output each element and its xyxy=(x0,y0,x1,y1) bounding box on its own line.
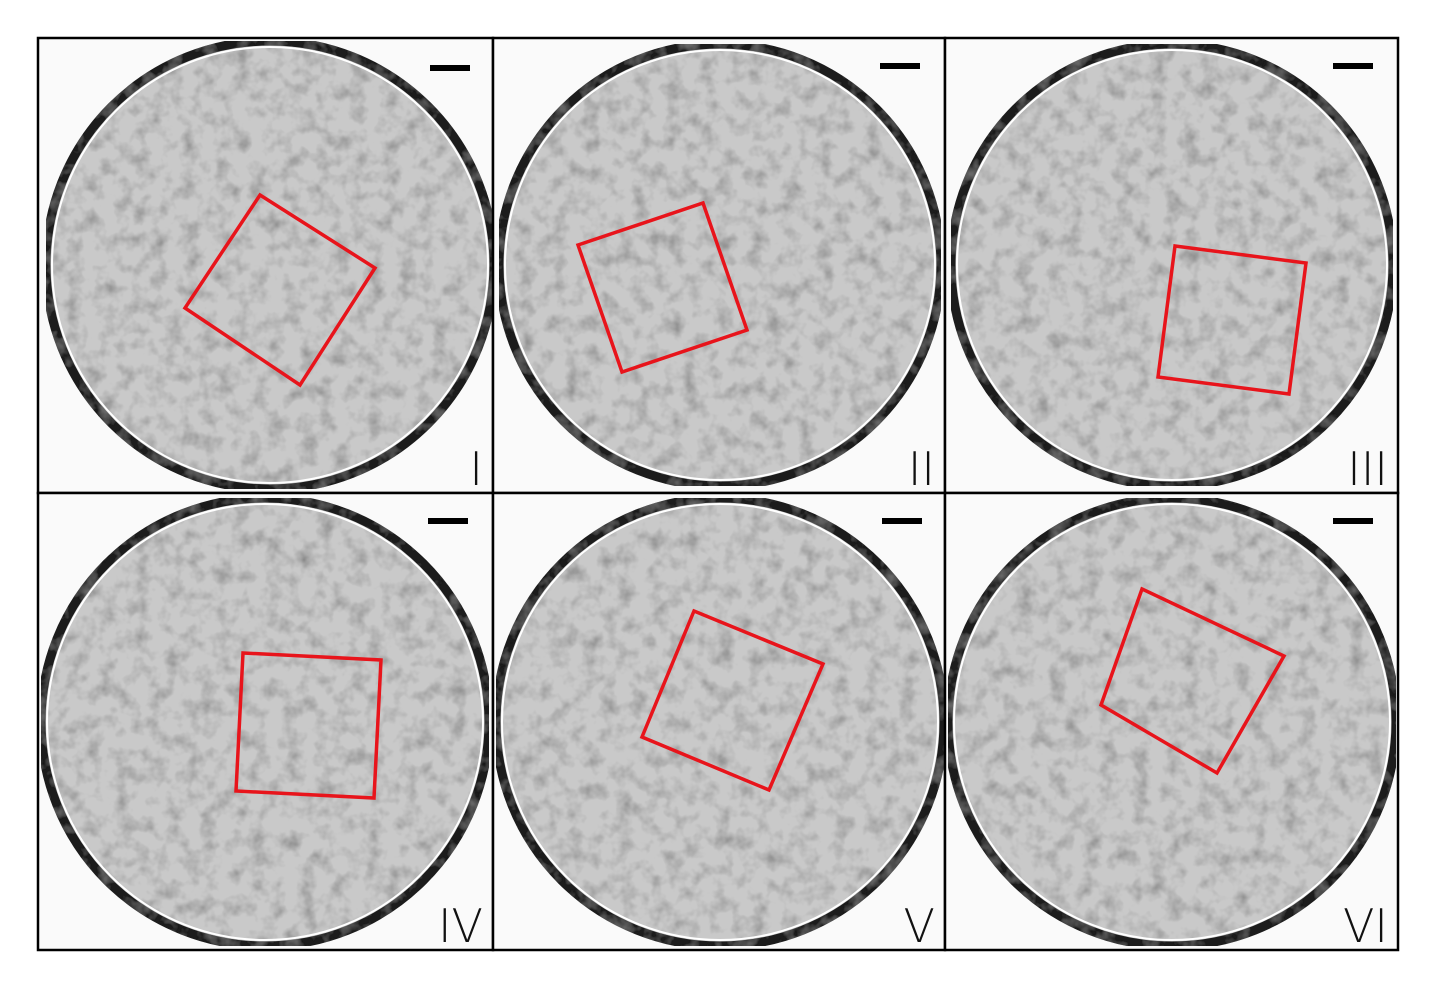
panel: II xyxy=(493,38,945,496)
sample-disc xyxy=(496,498,944,946)
panel: V xyxy=(493,493,945,953)
panel-label: III xyxy=(1347,442,1388,496)
figure: IIIIIIIVVVI xyxy=(0,0,1435,981)
panel: I xyxy=(38,38,494,496)
panel: III xyxy=(945,38,1398,496)
panel-label: V xyxy=(904,899,935,953)
sample-disc xyxy=(41,498,489,946)
sample-disc xyxy=(46,41,494,489)
sample-disc xyxy=(948,498,1396,946)
panel-label: IV xyxy=(438,899,483,953)
panel-label: I xyxy=(469,442,483,496)
panel: IV xyxy=(38,493,493,953)
panel-label: VI xyxy=(1343,899,1388,953)
panel-label: II xyxy=(908,442,935,496)
sample-disc xyxy=(499,44,941,486)
panel: VI xyxy=(945,493,1398,953)
